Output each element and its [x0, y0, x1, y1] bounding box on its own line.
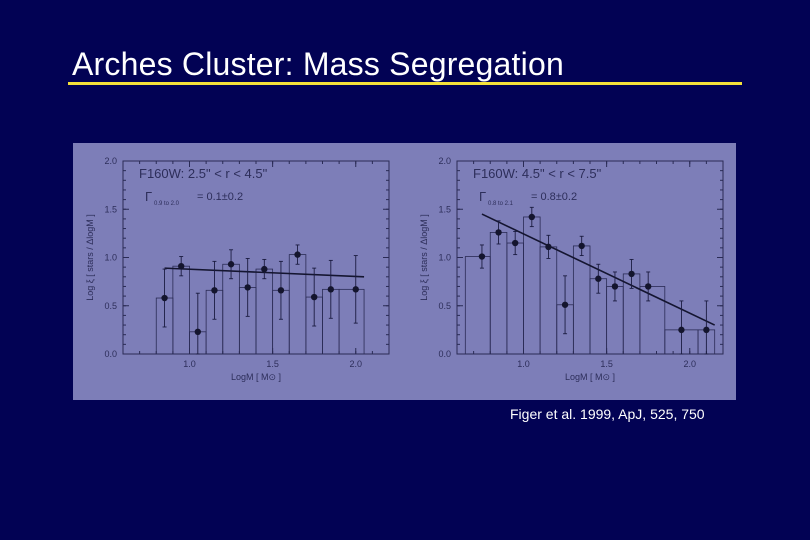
- y-tick-label: 0.5: [104, 301, 117, 311]
- y-axis-label: Log ξ [ stars / ΔlogM ]: [419, 214, 429, 301]
- data-point: [277, 287, 285, 294]
- data-point: [644, 283, 652, 290]
- histogram-bar: [506, 242, 524, 355]
- gamma-subscript: 0.8 to 2.1: [488, 201, 514, 207]
- data-point: [161, 294, 168, 302]
- data-point: [561, 301, 569, 308]
- data-point: [261, 265, 268, 273]
- figure-panel: 0.0 0.5 1.0 1.5 2.0 1.0 1.5 2.0 LogM [ M⊙ ] Log ξ…: [73, 143, 736, 400]
- gamma-subscript: 0.9 to 2.0: [154, 201, 180, 207]
- data-point: [595, 275, 602, 282]
- gamma-value: = 0.1±0.2: [197, 191, 243, 203]
- data-point: [294, 251, 301, 258]
- data-point: [578, 242, 585, 250]
- gamma-value: = 0.8±0.2: [531, 191, 577, 203]
- x-tick-label: 2.0: [349, 359, 362, 369]
- data-point: [528, 213, 536, 221]
- data-point: [352, 286, 359, 293]
- histogram-bar: [288, 254, 307, 355]
- data-point: [478, 253, 486, 260]
- histogram-bar: [172, 265, 190, 355]
- x-tick-label: 1.5: [600, 359, 613, 369]
- x-tick-label: 1.0: [517, 359, 530, 369]
- histogram-bar: [639, 286, 666, 355]
- data-point: [678, 326, 685, 334]
- chart-1: 0.0 0.5 1.0 1.5 2.0 1.0 1.5 2.0 LogM [ M⊙ ] Log ξ…: [85, 156, 390, 382]
- histogram-bar: [539, 246, 558, 355]
- data-point: [703, 326, 710, 334]
- y-tick-label: 0.0: [438, 349, 451, 359]
- data-point: [327, 286, 335, 293]
- y-tick-label: 1.5: [438, 204, 451, 214]
- data-point: [227, 261, 235, 268]
- mass-function-figure: 0.0 0.5 1.0 1.5 2.0 1.0 1.5 2.0 LogM [ M⊙ ] Log ξ…: [85, 156, 724, 382]
- y-tick-label: 2.0: [438, 156, 451, 166]
- y-tick-label: 0.0: [104, 349, 117, 359]
- data-point: [611, 283, 619, 290]
- data-point: [495, 229, 502, 236]
- y-tick-label: 1.5: [104, 204, 117, 214]
- y-axis-label: Log ξ [ stars / ΔlogM ]: [85, 214, 95, 301]
- histogram-bar: [338, 288, 365, 355]
- data-point: [194, 328, 202, 336]
- histogram-bar: [255, 268, 274, 355]
- y-tick-label: 0.5: [438, 301, 451, 311]
- y-tick-label: 1.0: [438, 253, 451, 263]
- slide-title: Arches Cluster: Mass Segregation: [72, 46, 564, 82]
- y-tick-label: 2.0: [104, 156, 117, 166]
- data-point: [211, 287, 218, 294]
- panel-title: F160W: 2.5" < r < 4.5": [139, 166, 268, 181]
- gamma-symbol: Γ: [145, 189, 152, 204]
- x-tick-label: 2.0: [683, 359, 696, 369]
- x-axis-label: LogM [ M⊙ ]: [231, 372, 281, 382]
- y-tick-label: 1.0: [104, 253, 117, 263]
- histogram-bar: [464, 256, 491, 355]
- data-point: [545, 243, 552, 251]
- panel-title: F160W: 4.5" < r < 7.5": [473, 166, 602, 181]
- x-tick-label: 1.5: [266, 359, 279, 369]
- data-point: [244, 284, 251, 291]
- title-underline: [68, 82, 742, 85]
- data-point: [511, 239, 519, 247]
- data-point: [310, 293, 318, 301]
- x-axis-label: LogM [ M⊙ ]: [565, 372, 615, 382]
- data-point: [628, 270, 635, 278]
- figure-citation: Figer et al. 1999, ApJ, 525, 750: [510, 406, 705, 422]
- gamma-symbol: Γ: [479, 189, 486, 204]
- chart-2: 0.0 0.5 1.0 1.5 2.0 1.0 1.5 2.0 LogM [ M⊙ ] Log ξ…: [419, 156, 724, 382]
- x-tick-label: 1.0: [183, 359, 196, 369]
- histogram-bar: [489, 232, 508, 355]
- data-point: [177, 262, 185, 270]
